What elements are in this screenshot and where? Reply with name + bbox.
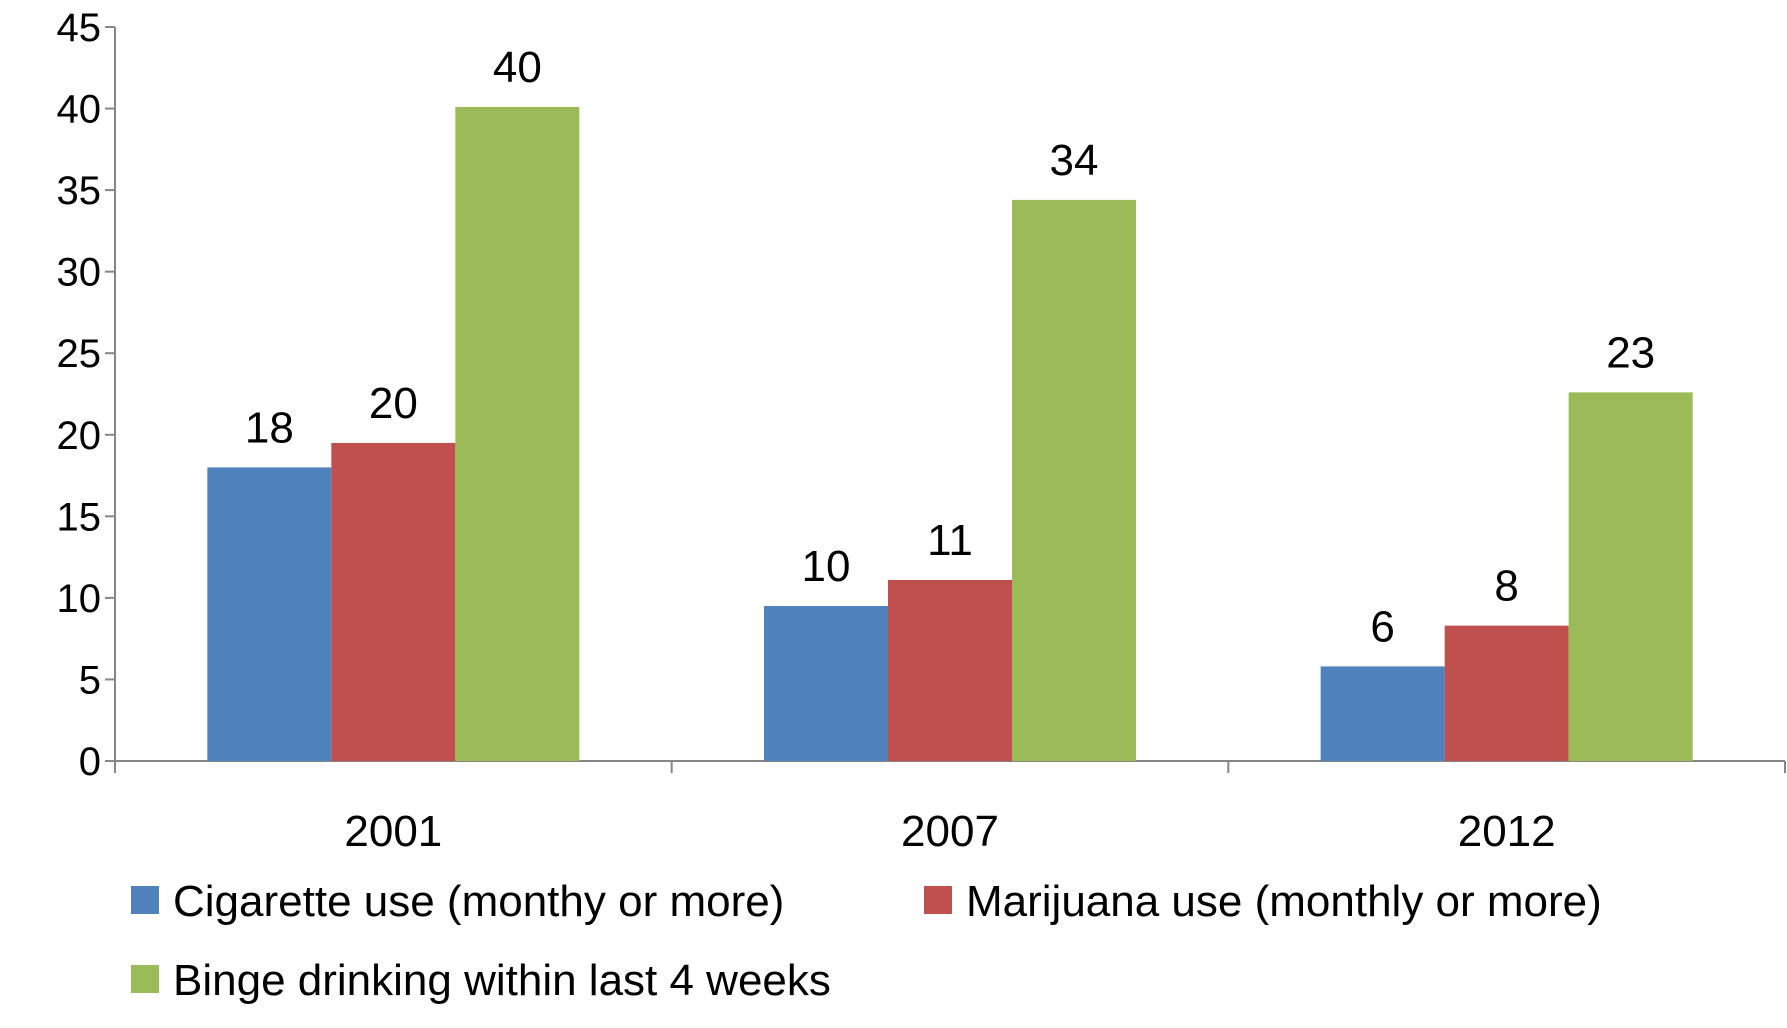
axes: 0 5 10 15 20 25 30 35 40 45 2001 2007 2012 bbox=[57, 6, 1786, 856]
bar bbox=[455, 106, 580, 762]
bar bbox=[1320, 666, 1445, 761]
bar bbox=[1568, 392, 1693, 761]
y-tick-label: 0 bbox=[79, 740, 101, 784]
bar bbox=[764, 606, 888, 761]
data-labels: 18 20 40 10 11 34 6 8 23 bbox=[245, 43, 1655, 651]
bar bbox=[1012, 199, 1136, 762]
y-tick-label: 15 bbox=[57, 495, 102, 539]
data-label: 8 bbox=[1494, 562, 1518, 611]
y-tick-label: 45 bbox=[57, 6, 102, 50]
bar bbox=[888, 579, 1012, 761]
y-tick-label: 30 bbox=[57, 251, 102, 295]
legend-swatch bbox=[131, 965, 159, 993]
data-label: 18 bbox=[245, 403, 294, 452]
data-label: 11 bbox=[927, 516, 973, 565]
x-category-label: 2012 bbox=[1458, 807, 1556, 856]
legend-swatch bbox=[131, 886, 159, 914]
x-category-label: 2007 bbox=[901, 807, 999, 856]
bar bbox=[1444, 625, 1569, 761]
bar bbox=[331, 442, 456, 761]
y-tick-label: 5 bbox=[79, 658, 101, 702]
data-label: 10 bbox=[802, 542, 851, 591]
y-tick-label: 10 bbox=[57, 577, 102, 621]
x-category-label: 2001 bbox=[344, 807, 442, 856]
data-label: 6 bbox=[1370, 602, 1394, 651]
legend: Cigarette use (monthy or more) Marijuana … bbox=[131, 877, 1602, 1005]
legend-swatch bbox=[924, 886, 952, 914]
bars bbox=[207, 106, 1693, 762]
legend-label: Marijuana use (monthly or more) bbox=[966, 877, 1602, 926]
legend-label: Binge drinking within last 4 weeks bbox=[173, 956, 831, 1005]
y-tick-label: 20 bbox=[57, 414, 102, 458]
y-tick-label: 35 bbox=[57, 169, 102, 213]
data-label: 40 bbox=[493, 43, 542, 92]
y-tick-label: 40 bbox=[57, 88, 102, 132]
bar bbox=[207, 467, 332, 761]
legend-label: Cigarette use (monthy or more) bbox=[173, 877, 784, 926]
data-label: 23 bbox=[1606, 328, 1655, 377]
y-tick-label: 25 bbox=[57, 332, 102, 376]
data-label: 34 bbox=[1050, 136, 1099, 185]
data-label: 20 bbox=[369, 379, 418, 428]
